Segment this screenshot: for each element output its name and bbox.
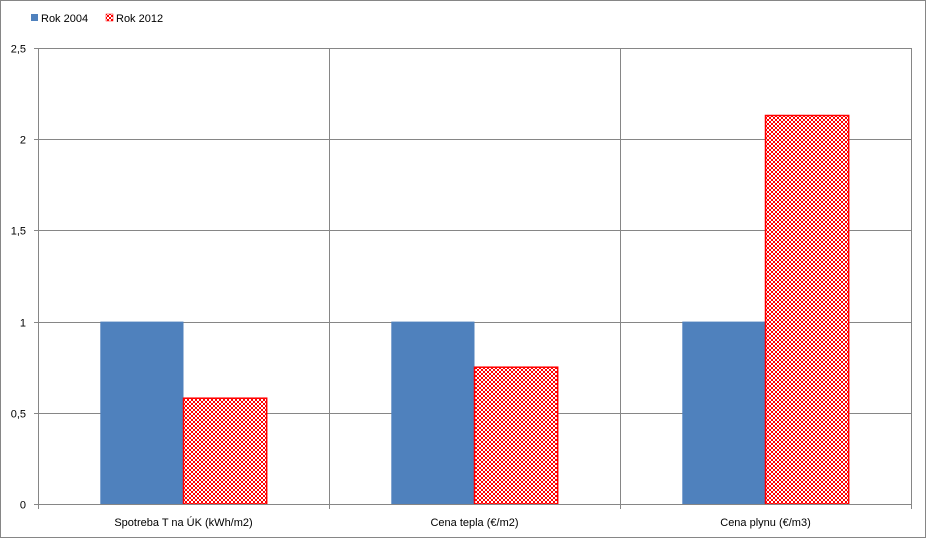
legend-label: Rok 2012 (116, 13, 163, 25)
y-tick-label: 1,5 (11, 226, 26, 238)
bar-rok-2004 (682, 321, 766, 504)
y-tick-label: 2 (20, 135, 26, 147)
bar-rok-2004 (100, 321, 184, 504)
x-tick-label: Spotreba T na ÚK (kWh/m2) (114, 516, 252, 529)
y-tick-label: 1 (20, 318, 26, 330)
x-tick-label: Cena tepla (€/m2) (430, 517, 518, 529)
y-tick-label: 2,5 (11, 44, 26, 56)
legend: Rok 2004 Rok 2012 (31, 13, 163, 25)
y-tick-labels: 0 0,5 1 1,5 2 2,5 (11, 44, 26, 512)
legend-swatch-rok-2004 (31, 14, 38, 21)
bars (100, 114, 850, 505)
legend-label: Rok 2004 (41, 13, 88, 25)
bar-rok-2012 (182, 397, 268, 505)
bar-rok-2004 (391, 321, 475, 504)
y-tick-label: 0 (20, 500, 26, 512)
x-tick-labels: Spotreba T na ÚK (kWh/m2) Cena tepla (€/m… (114, 516, 810, 529)
bar-rok-2012 (473, 366, 559, 505)
bar-rok-2012 (764, 114, 850, 505)
y-tick-label: 0,5 (11, 409, 26, 421)
legend-swatch-rok-2012 (105, 13, 114, 22)
axes (38, 48, 911, 505)
x-tick-label: Cena plynu (€/m3) (720, 517, 811, 529)
